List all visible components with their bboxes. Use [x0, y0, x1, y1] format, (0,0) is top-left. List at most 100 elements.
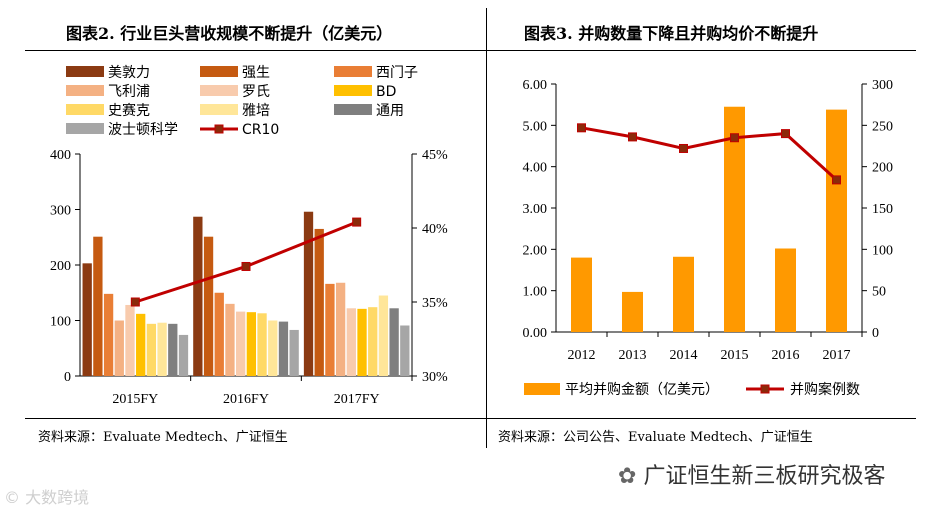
legend-marker — [760, 384, 770, 394]
legend-label: 通用 — [376, 103, 404, 119]
legend-swatch — [334, 104, 372, 115]
bar — [257, 313, 267, 376]
site-logo-icon: © — [4, 488, 20, 507]
legend-label: 波士顿科学 — [108, 122, 178, 138]
bar — [673, 256, 694, 332]
bar — [278, 321, 289, 376]
legend-label: 罗氏 — [242, 84, 270, 100]
bar — [389, 308, 399, 376]
legend-marker-cr10 — [214, 124, 224, 134]
bar — [268, 320, 278, 376]
y-tick-label-left: 5.00 — [523, 119, 548, 134]
legend-swatch — [200, 104, 238, 115]
acquisitions-point — [781, 129, 790, 139]
y-tick-label-left: 0.00 — [523, 326, 548, 341]
bar — [157, 322, 167, 376]
acquisitions-point — [730, 133, 739, 143]
bar — [225, 303, 235, 376]
y-tick-label-left: 6.00 — [523, 78, 548, 93]
left-chart-source: 资料来源：Evaluate Medtech、广证恒生 — [38, 430, 288, 445]
legend-label: 史赛克 — [108, 103, 150, 119]
x-tick-label: 2012 — [568, 348, 596, 363]
legend-swatch — [524, 383, 560, 395]
y-tick-label-right: 0 — [872, 326, 879, 341]
x-tick-label: 2016 — [772, 348, 800, 363]
x-tick-label: 2016FY — [223, 392, 269, 407]
legend-swatch — [334, 66, 372, 77]
y-tick-label-left: 200 — [50, 259, 71, 274]
bar — [214, 292, 224, 376]
bar — [622, 291, 643, 332]
bar — [178, 334, 189, 376]
y-tick-label-left: 300 — [50, 204, 71, 219]
x-tick-label: 2014 — [670, 348, 698, 363]
legend-label: 美敦力 — [108, 65, 150, 81]
acquisitions-point — [679, 143, 688, 153]
title-rule — [25, 50, 916, 51]
bar — [325, 283, 335, 376]
legend-label: 雅培 — [242, 103, 270, 119]
bar — [378, 295, 389, 376]
legend-label: 平均并购金额（亿美元） — [565, 382, 719, 398]
y-tick-label-right: 150 — [872, 202, 893, 217]
legend-swatch — [66, 66, 104, 77]
bar — [125, 304, 135, 376]
legend-swatch — [66, 85, 104, 96]
legend-swatch — [66, 104, 104, 115]
y-tick-label-right: 250 — [872, 119, 893, 134]
legend-swatch — [66, 123, 104, 134]
bar — [303, 211, 314, 376]
site-watermark-text: 大数跨境 — [25, 488, 90, 507]
account-watermark-text: 广证恒生新三板研究极客 — [643, 464, 886, 489]
bar — [136, 313, 146, 376]
y-tick-label-left: 1.00 — [523, 285, 548, 300]
x-tick-label: 2013 — [619, 348, 647, 363]
y-tick-label-left: 3.00 — [523, 202, 548, 217]
y-tick-label-right: 45% — [422, 148, 448, 163]
bar — [400, 325, 410, 376]
legend-swatch — [200, 85, 238, 96]
right-chart: 0.00 1.00 2.00 3.00 4.00 5.00 6.00 0 50 100 150 200… — [523, 78, 894, 398]
bar — [346, 308, 356, 376]
bar — [571, 257, 592, 332]
y-tick-label-right: 35% — [422, 296, 448, 311]
site-watermark: © 大数跨境 — [4, 484, 89, 508]
bar — [146, 323, 157, 376]
bar — [357, 308, 367, 376]
bar — [335, 282, 346, 376]
bar — [826, 109, 847, 332]
cr10-point — [130, 297, 140, 307]
bar — [775, 248, 796, 332]
legend-label: 并购案例数 — [790, 381, 860, 398]
bar — [103, 293, 114, 376]
y-tick-label-left: 0 — [64, 370, 71, 385]
source-rule — [25, 418, 916, 419]
y-tick-label-right: 30% — [422, 370, 448, 385]
bar — [82, 263, 92, 376]
cr10-point — [352, 217, 362, 227]
x-tick-label: 2015FY — [112, 392, 158, 407]
right-chart-source: 资料来源：公司公告、Evaluate Medtech、广证恒生 — [498, 430, 813, 445]
bar — [193, 216, 203, 376]
bar — [724, 106, 745, 332]
y-tick-label-right: 40% — [422, 222, 448, 237]
bar — [114, 320, 124, 376]
x-tick-label: 2017 — [823, 348, 851, 363]
acquisitions-point — [832, 175, 841, 185]
legend-label: 飞利浦 — [108, 84, 150, 100]
left-chart-title: 图表2. 行业巨头营收规模不断提升（亿美元） — [66, 24, 393, 43]
panel-divider — [486, 8, 487, 448]
y-tick-label-left: 4.00 — [523, 161, 548, 176]
cr10-point — [241, 261, 251, 271]
legend-label: 强生 — [242, 65, 270, 81]
y-tick-label-right: 50 — [872, 285, 886, 300]
legend-label: CR10 — [242, 122, 279, 138]
legend-swatch — [200, 66, 238, 77]
right-chart-title: 图表3. 并购数量下降且并购均价不断提升 — [524, 24, 819, 43]
acquisitions-point — [628, 132, 637, 142]
y-tick-label-left: 400 — [50, 148, 71, 163]
x-tick-label: 2017FY — [334, 392, 380, 407]
y-tick-label-left: 100 — [50, 315, 71, 330]
